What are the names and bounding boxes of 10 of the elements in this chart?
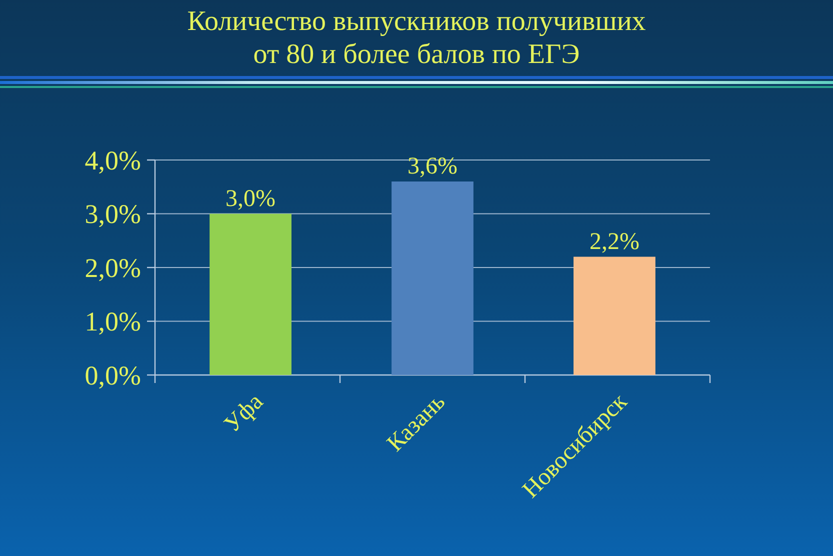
y-tick-label: 3,0%	[84, 199, 141, 230]
data-label: 2,2%	[589, 228, 640, 255]
y-tick-label: 2,0%	[84, 252, 141, 283]
y-tick-label: 1,0%	[84, 306, 141, 337]
data-label: 3,0%	[226, 186, 276, 212]
data-label: 3,6%	[408, 154, 458, 180]
y-tick-label: 0,0%	[84, 360, 141, 390]
x-tick-label: Уфа	[219, 388, 269, 438]
chart-title: Количество выпускников получивших от 80 и более балов по ЕГЭ	[187, 6, 646, 70]
y-tick-label: 4,0%	[84, 145, 141, 176]
